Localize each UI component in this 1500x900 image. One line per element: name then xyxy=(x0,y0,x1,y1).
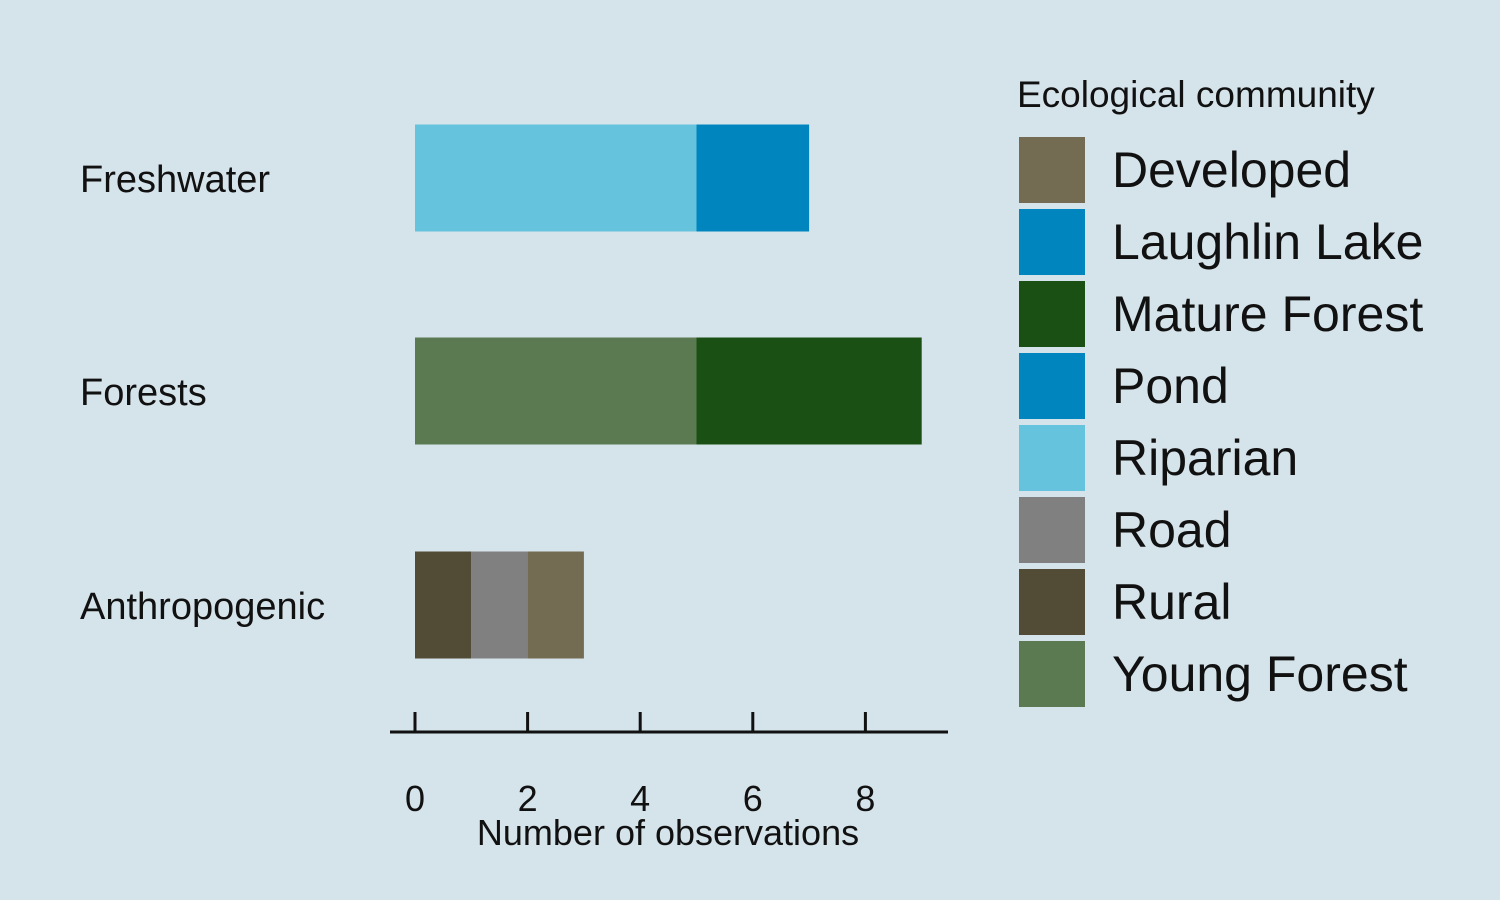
legend-swatch-rural xyxy=(1019,569,1085,635)
legend-label-developed: Developed xyxy=(1112,142,1351,198)
x-axis: 0 2 4 6 8 xyxy=(390,712,948,819)
bar-freshwater-riparian xyxy=(415,124,697,232)
category-label-freshwater: Freshwater xyxy=(80,159,270,201)
legend-label-riparian: Riparian xyxy=(1112,430,1298,486)
legend-swatch-pond xyxy=(1019,353,1085,419)
bars-layer xyxy=(415,124,922,659)
legend-swatch-laughlin-lake xyxy=(1019,209,1085,275)
bar-freshwater-laughlin-lake xyxy=(696,124,810,232)
x-tick-label-2: 2 xyxy=(518,778,538,819)
legend-swatch-mature-forest xyxy=(1019,281,1085,347)
x-tick-label-4: 4 xyxy=(630,778,650,819)
legend-swatch-riparian xyxy=(1019,425,1085,491)
legend-swatch-young-forest xyxy=(1019,641,1085,707)
category-labels: Freshwater Forests Anthropogenic xyxy=(80,159,325,628)
legend-swatch-road xyxy=(1019,497,1085,563)
legend-label-road: Road xyxy=(1112,502,1232,558)
category-label-forests: Forests xyxy=(80,372,207,414)
legend-label-rural: Rural xyxy=(1112,574,1231,630)
legend-label-laughlin-lake: Laughlin Lake xyxy=(1112,214,1423,270)
legend-title: Ecological community xyxy=(1017,74,1375,115)
legend-label-young-forest: Young Forest xyxy=(1112,646,1408,702)
x-axis-label: Number of observations xyxy=(477,812,859,853)
bar-anthropogenic-road xyxy=(471,551,528,659)
bar-forests-young-forest xyxy=(415,337,697,445)
legend-label-mature-forest: Mature Forest xyxy=(1112,286,1423,342)
bar-anthropogenic-developed xyxy=(527,551,584,659)
category-label-anthropogenic: Anthropogenic xyxy=(80,586,325,628)
legend-label-pond: Pond xyxy=(1112,358,1229,414)
x-tick-label-8: 8 xyxy=(855,778,875,819)
legend: Ecological community Developed Laughlin L… xyxy=(1017,74,1423,707)
bar-anthropogenic-rural xyxy=(415,551,472,659)
x-tick-label-0: 0 xyxy=(405,778,425,819)
bar-forests-mature-forest xyxy=(696,337,922,445)
x-tick-label-6: 6 xyxy=(743,778,763,819)
legend-swatch-developed xyxy=(1019,137,1085,203)
